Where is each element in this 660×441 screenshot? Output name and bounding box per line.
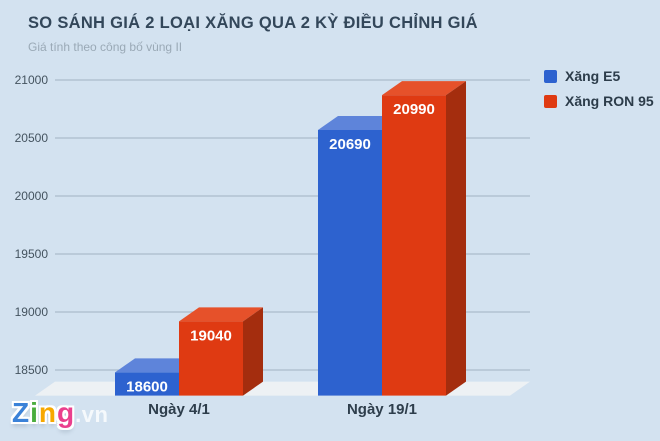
chart-title: SO SÁNH GIÁ 2 LOẠI XĂNG QUA 2 KỲ ĐIỀU CH… bbox=[28, 14, 478, 32]
zing-logo: Zing.vn bbox=[12, 399, 108, 427]
bar-top-0-0 bbox=[115, 358, 199, 373]
legend-label-xang-ron95: Xăng RON 95 bbox=[565, 93, 654, 109]
bar-value-label: 18600 bbox=[126, 378, 168, 395]
bar-side-1-1 bbox=[446, 81, 466, 396]
zing-logo-letter: i bbox=[30, 397, 39, 428]
legend-swatch-blue bbox=[544, 69, 557, 83]
legend-item-xang-ron95: Xăng RON 95 bbox=[544, 93, 654, 109]
bar-top-1-1 bbox=[382, 81, 466, 96]
bar-front-0-1 bbox=[318, 129, 382, 396]
bar-value-label: 19040 bbox=[190, 327, 232, 344]
bar-side-1-0 bbox=[243, 307, 263, 396]
bar-value-label: 20990 bbox=[393, 101, 435, 118]
y-tick-label: 20000 bbox=[15, 189, 49, 203]
bar-top-0-1 bbox=[318, 115, 402, 130]
bar-value-label: 20690 bbox=[329, 136, 371, 153]
legend-label-xang-e5: Xăng E5 bbox=[565, 68, 621, 84]
y-tick-label: 20500 bbox=[15, 131, 49, 145]
y-tick-label: 18500 bbox=[15, 363, 49, 377]
x-category-label: Ngày 19/1 bbox=[347, 401, 417, 418]
bar-top-1-0 bbox=[179, 307, 263, 322]
zing-logo-letters: Zing bbox=[12, 399, 75, 427]
zing-logo-letter: n bbox=[38, 397, 57, 428]
y-tick-label: 19500 bbox=[15, 247, 49, 261]
zing-logo-letter: Z bbox=[12, 397, 31, 428]
x-category-label: Ngày 4/1 bbox=[148, 401, 210, 418]
chart-subtitle: Giá tính theo công bố vùng II bbox=[28, 40, 183, 54]
y-tick-label: 19000 bbox=[15, 305, 49, 319]
legend-swatch-red bbox=[544, 94, 557, 108]
bar-front-1-0 bbox=[179, 321, 243, 396]
legend: Xăng E5 Xăng RON 95 bbox=[544, 68, 654, 109]
bar-front-0-0 bbox=[115, 372, 179, 396]
bar-front-1-1 bbox=[382, 95, 446, 396]
zing-logo-suffix: .vn bbox=[75, 402, 109, 427]
legend-item-xang-e5: Xăng E5 bbox=[544, 68, 654, 84]
y-tick-label: 21000 bbox=[15, 73, 49, 87]
zing-logo-letter: g bbox=[57, 397, 76, 428]
